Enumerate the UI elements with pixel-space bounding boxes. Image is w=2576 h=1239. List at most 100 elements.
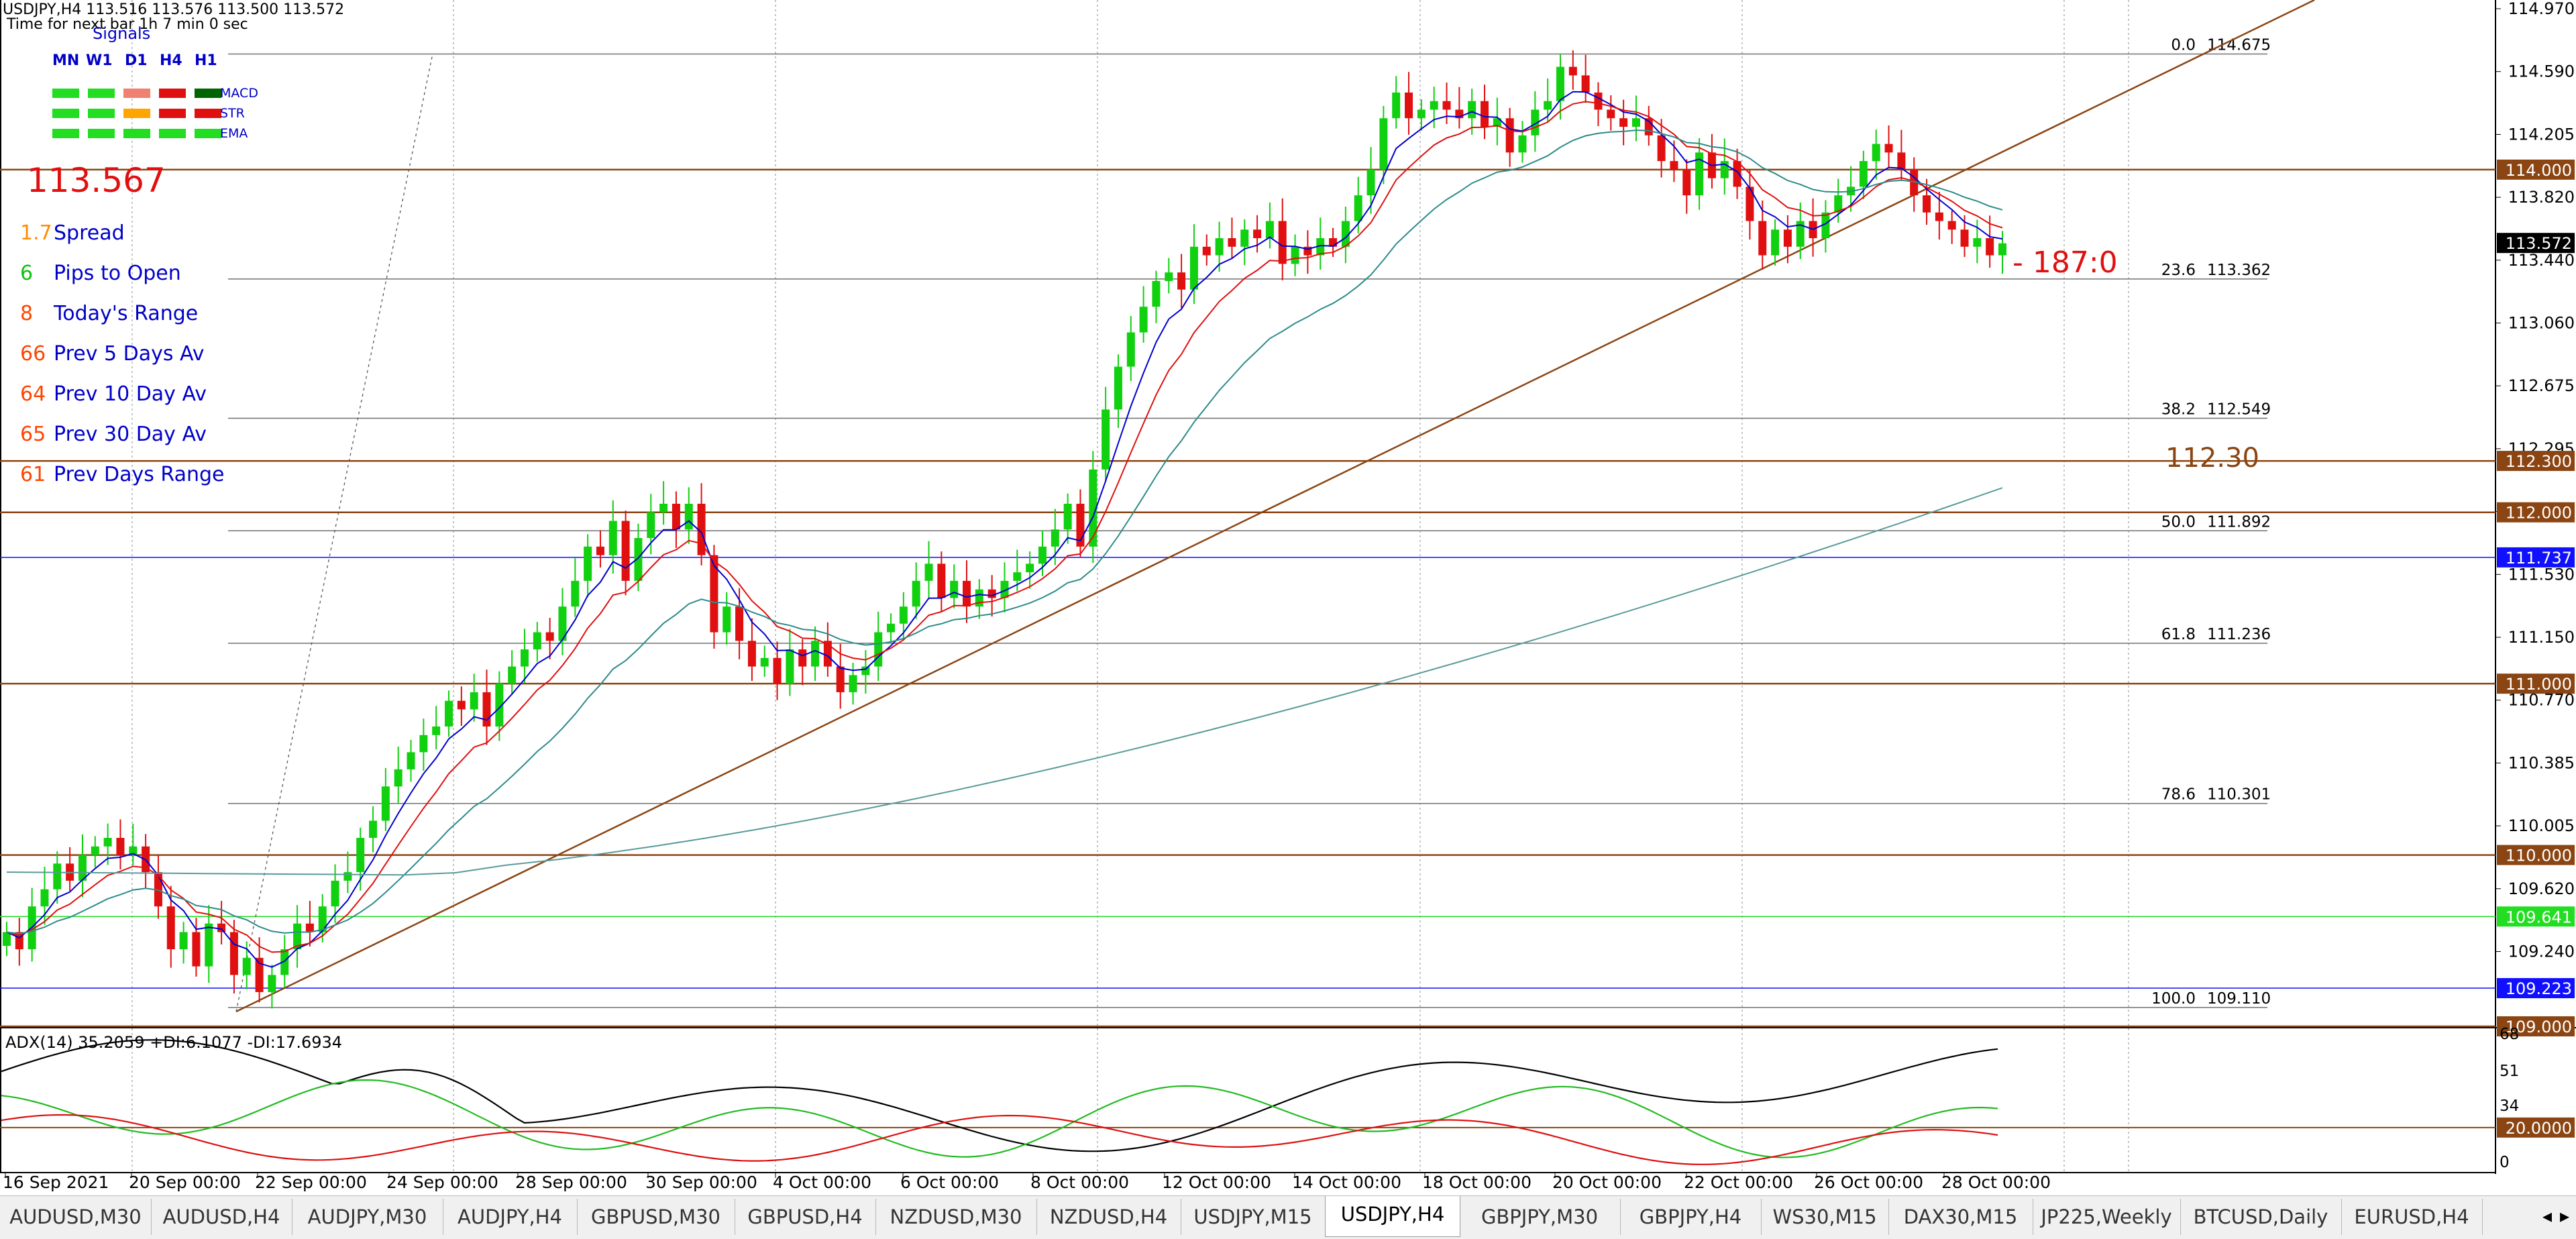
tab-scroll-left-icon[interactable]: ◂ [2542,1205,2553,1227]
fib-ratio-label: 23.6 [2161,262,2196,279]
candle-body [1657,135,1666,162]
current-price-label: 113.572 [2506,234,2572,253]
time-tick-label: 18 Oct 00:00 [1422,1173,1532,1192]
candle-body [836,666,845,692]
time-tick-label: 26 Oct 00:00 [1814,1173,1923,1192]
time-tick-label: 6 Oct 00:00 [900,1173,999,1192]
candle-body [1556,66,1564,101]
adx-title: ADX(14) 35.2059 +DI:6.1077 -DI:17.6934 [5,1033,342,1052]
stat-row: 6 Pips to Open [20,262,181,285]
candle-body [1405,92,1413,119]
candle-body [1670,161,1678,170]
candle-body [608,521,617,555]
candle-body [596,546,604,555]
candle-body [1758,221,1767,256]
fib-price-label: 111.892 [2207,513,2271,531]
chart-tab[interactable]: NZDUSD,M30 [875,1199,1037,1235]
time-tick-label: 22 Sep 00:00 [255,1173,367,1192]
signal-indicator-box [52,109,79,118]
level-annotation: 112.30 [2165,443,2259,474]
price-tick-label: 113.440 [2508,251,2575,270]
level-price-label: 112.300 [2506,452,2572,471]
price-tick-label: 110.770 [2508,691,2575,710]
tab-scroll-right-icon[interactable]: ▸ [2560,1205,2570,1227]
chart-tab[interactable]: USDJPY,H4 [1325,1196,1460,1237]
candle-body [786,649,794,684]
candle-body [647,512,655,539]
level-price-tag [2497,159,2575,180]
candle-body [318,906,327,932]
candle-body [369,820,378,839]
signal-indicator-box [159,129,186,138]
signal-indicator-box [195,109,221,118]
candle-body [129,846,138,855]
trend-line [235,0,2315,1013]
level-price-tag [2497,978,2575,999]
signal-indicator-box [88,129,115,138]
level-price-label: 114.000 [2506,161,2572,180]
time-tick-label: 28 Oct 00:00 [1941,1173,2051,1192]
chart-tab[interactable]: NZDUSD,H4 [1036,1199,1181,1235]
candle-body [1619,118,1628,127]
candle-body [280,949,289,975]
chart-tab[interactable]: GBPJPY,M30 [1459,1199,1621,1235]
price-chart[interactable]: 114.970 114.590 114.205 113.820 113.440 113.0… [0,0,2576,1195]
candle-body [621,521,630,581]
signal-indicator-box [52,129,79,138]
chart-tab[interactable]: WS30,M15 [1761,1199,1889,1235]
signal-row-label: MACD [220,86,258,101]
chart-tab[interactable]: DAX30,M15 [1888,1199,2033,1235]
ema-slow-line [6,129,2003,934]
fib-ratio-label: 78.6 [2161,786,2196,804]
price-tick-label: 110.005 [2508,816,2575,835]
chart-tab[interactable]: JP225,Weekly [2033,1199,2181,1235]
price-tick-label: 114.205 [2508,125,2575,144]
candle-body [735,606,744,641]
candle-body [1505,118,1514,153]
signal-indicator-box [88,89,115,98]
candle-body [584,546,592,581]
chart-tab[interactable]: USDJPY,M15 [1181,1199,1326,1235]
plus-di-line [1,1079,1998,1159]
candle-body [1872,144,1880,162]
candle-body [1417,109,1426,119]
chart-tab[interactable]: AUDUSD,H4 [151,1199,292,1235]
chart-tab[interactable]: GBPJPY,H4 [1620,1199,1762,1235]
level-price-label: 110.000 [2506,847,2572,865]
stat-value: 64 [20,382,46,406]
candle-body [634,538,643,581]
chart-tab[interactable]: AUDJPY,H4 [443,1199,578,1235]
fib-ratio-label: 50.0 [2161,513,2196,531]
candle-body [419,735,428,753]
current-price-tag [2497,233,2575,254]
stat-row: 61 Prev Days Range [20,463,224,486]
adx-tick-label: 34 [2500,1097,2519,1115]
stat-label: Prev 5 Days Av [54,342,205,366]
candle-body [1783,229,1792,247]
candle-body [1733,161,1741,187]
candle-body [963,580,971,607]
time-tick-label: 30 Sep 00:00 [645,1173,757,1192]
signal-timeframe-label: H4 [160,52,182,69]
chart-tab[interactable]: GBPUSD,M30 [577,1199,735,1235]
signals-title: Signals [93,24,151,43]
candle-body [1291,246,1299,264]
signal-indicator-box [123,129,150,138]
minus-di-line [1,1114,1998,1165]
chart-tab[interactable]: BTCUSD,Daily [2180,1199,2342,1235]
candle-body [1884,144,1893,153]
candle-body [166,906,175,950]
fib-price-label: 113.362 [2207,262,2271,279]
candle-body [116,838,125,855]
candle-body [1897,152,1906,170]
candle-body [217,923,226,932]
chart-tab[interactable]: AUDUSD,M30 [0,1199,152,1235]
chart-tab[interactable]: AUDJPY,M30 [292,1199,443,1235]
symbol-header: USDJPY,H4 113.516 113.576 113.500 113.57… [3,1,345,18]
signal-indicator-box [195,129,221,138]
chart-tab[interactable]: EURUSD,H4 [2341,1199,2483,1235]
chart-tab[interactable]: GBPUSD,H4 [735,1199,876,1235]
time-tick-label: 24 Sep 00:00 [386,1173,498,1192]
candle-body [343,872,352,881]
